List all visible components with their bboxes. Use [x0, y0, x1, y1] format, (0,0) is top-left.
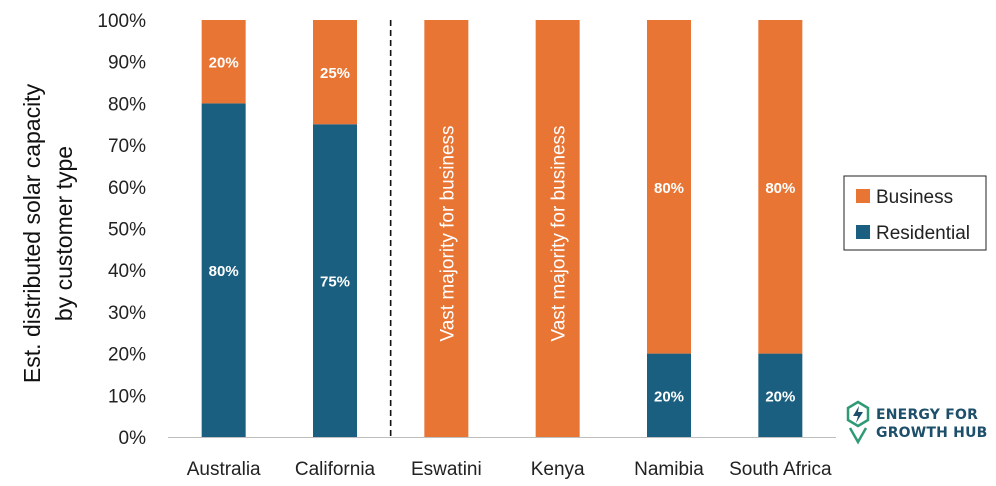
legend-swatch [856, 225, 870, 239]
data-label: 80% [765, 180, 795, 197]
bar-annotation: Vast majority for business [437, 125, 458, 341]
bar-business-segment [313, 20, 357, 125]
bar-business-segment [424, 20, 469, 437]
y-tick-label: 80% [108, 94, 146, 115]
energy-for-growth-hub-logo: ENERGY FOR GROWTH HUB [846, 400, 988, 445]
y-tick-label: 50% [108, 220, 146, 241]
data-label: 25% [320, 65, 350, 82]
bar-annotation: Vast majority for business [549, 125, 570, 341]
y-axis-title-line: Est. distributed solar capacity [19, 83, 45, 383]
bar-residential-segment [201, 103, 246, 438]
y-axis-ticks: 0% 10% 20% 30% 40% 50% 60% 70% 80% 90% 100% [97, 11, 146, 449]
logo-line-1: ENERGY FOR [876, 407, 978, 423]
x-tick-label: Australia [187, 459, 261, 480]
y-tick-label: 100% [97, 11, 146, 32]
legend-label: Business [876, 187, 953, 208]
bar-business-segment [758, 20, 803, 354]
x-tick-label: South Africa [729, 459, 832, 480]
y-tick-label: 20% [108, 345, 146, 366]
y-axis-title-line: by customer type [51, 146, 77, 321]
data-label: 80% [654, 180, 684, 197]
bar-business-segment [201, 20, 246, 104]
y-tick-label: 0% [119, 428, 147, 449]
bar-business-segment [647, 20, 691, 354]
data-label: 20% [209, 55, 239, 72]
logo-icon [846, 400, 870, 445]
bar-residential-segment [647, 353, 691, 437]
x-tick-label: Namibia [634, 459, 704, 480]
legend: Business Residential [843, 175, 987, 251]
legend-swatch [856, 189, 870, 203]
bar-business-segment [535, 20, 580, 437]
bar-residential-segment [313, 124, 357, 437]
logo-line-2: GROWTH HUB [876, 425, 988, 441]
data-label: 20% [654, 388, 684, 405]
y-tick-label: 70% [108, 136, 146, 157]
x-tick-label: Eswatini [411, 459, 482, 480]
data-label: 75% [320, 274, 350, 291]
y-tick-label: 30% [108, 303, 146, 324]
data-label: 20% [765, 388, 795, 405]
x-tick-label: Kenya [531, 459, 585, 480]
legend-label: Residential [876, 223, 970, 244]
y-tick-label: 10% [108, 386, 146, 407]
x-tick-label: California [295, 459, 376, 480]
y-axis-title: Est. distributed solar capacity by custom… [19, 83, 77, 383]
y-tick-label: 40% [108, 261, 146, 282]
x-axis-tick-labels: Australia California Eswatini Kenya Namibia S… [187, 459, 832, 480]
y-tick-label: 60% [108, 178, 146, 199]
y-tick-label: 90% [108, 53, 146, 74]
bars: 80% 20% 75% 25% 20% 80% 20% 80% Vast majority fo… [201, 20, 803, 438]
data-label: 80% [209, 263, 239, 280]
bar-residential-segment [758, 353, 803, 437]
